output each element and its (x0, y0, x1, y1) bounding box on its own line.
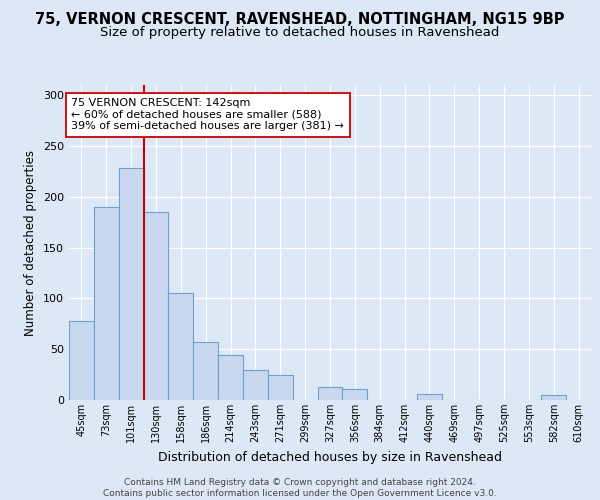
Bar (243, 370, 268, 400)
Bar (343, 389, 367, 400)
Bar (193, 342, 218, 400)
Bar (218, 356, 243, 400)
Y-axis label: Number of detached properties: Number of detached properties (25, 150, 37, 336)
Text: Size of property relative to detached houses in Ravenshead: Size of property relative to detached ho… (100, 26, 500, 39)
Bar (541, 395, 566, 400)
Text: 75 VERNON CRESCENT: 142sqm
← 60% of detached houses are smaller (588)
39% of sem: 75 VERNON CRESCENT: 142sqm ← 60% of deta… (71, 98, 344, 132)
Bar (119, 168, 143, 400)
Bar (94, 207, 119, 400)
Bar (268, 374, 293, 400)
Text: Contains HM Land Registry data © Crown copyright and database right 2024.
Contai: Contains HM Land Registry data © Crown c… (103, 478, 497, 498)
Bar (143, 212, 169, 400)
Bar (317, 387, 343, 400)
Bar (69, 320, 94, 400)
X-axis label: Distribution of detached houses by size in Ravenshead: Distribution of detached houses by size … (158, 450, 502, 464)
Bar (169, 294, 193, 400)
Text: 75, VERNON CRESCENT, RAVENSHEAD, NOTTINGHAM, NG15 9BP: 75, VERNON CRESCENT, RAVENSHEAD, NOTTING… (35, 12, 565, 28)
Bar (417, 394, 442, 400)
